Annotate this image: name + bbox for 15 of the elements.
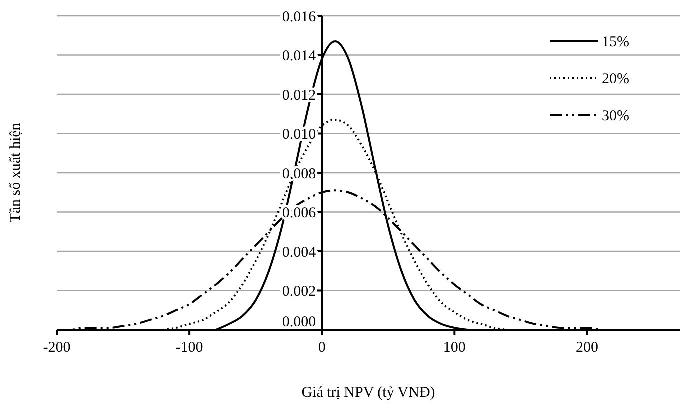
legend-label: 20% <box>602 71 630 88</box>
y-axis-title: Tần số xuất hiện <box>8 122 24 223</box>
x-tick-label: 0 <box>318 340 326 356</box>
x-axis-title: Giá trị NPV (tỷ VNĐ) <box>302 385 436 401</box>
legend-label: 15% <box>602 34 630 50</box>
x-tick-label: -200 <box>43 340 71 356</box>
y-tick-label: 0.016 <box>282 9 317 26</box>
y-tick-label: 0.004 <box>282 244 317 261</box>
legend-label: 30% <box>602 108 630 124</box>
x-tick-label: 200 <box>576 340 598 356</box>
y-tick-label: 0.014 <box>282 48 317 64</box>
x-tick-label: 100 <box>443 340 466 356</box>
y-tick-label: 0.000 <box>282 314 316 330</box>
y-tick-label: 0.002 <box>282 284 316 300</box>
x-tick-label: -100 <box>176 340 204 356</box>
